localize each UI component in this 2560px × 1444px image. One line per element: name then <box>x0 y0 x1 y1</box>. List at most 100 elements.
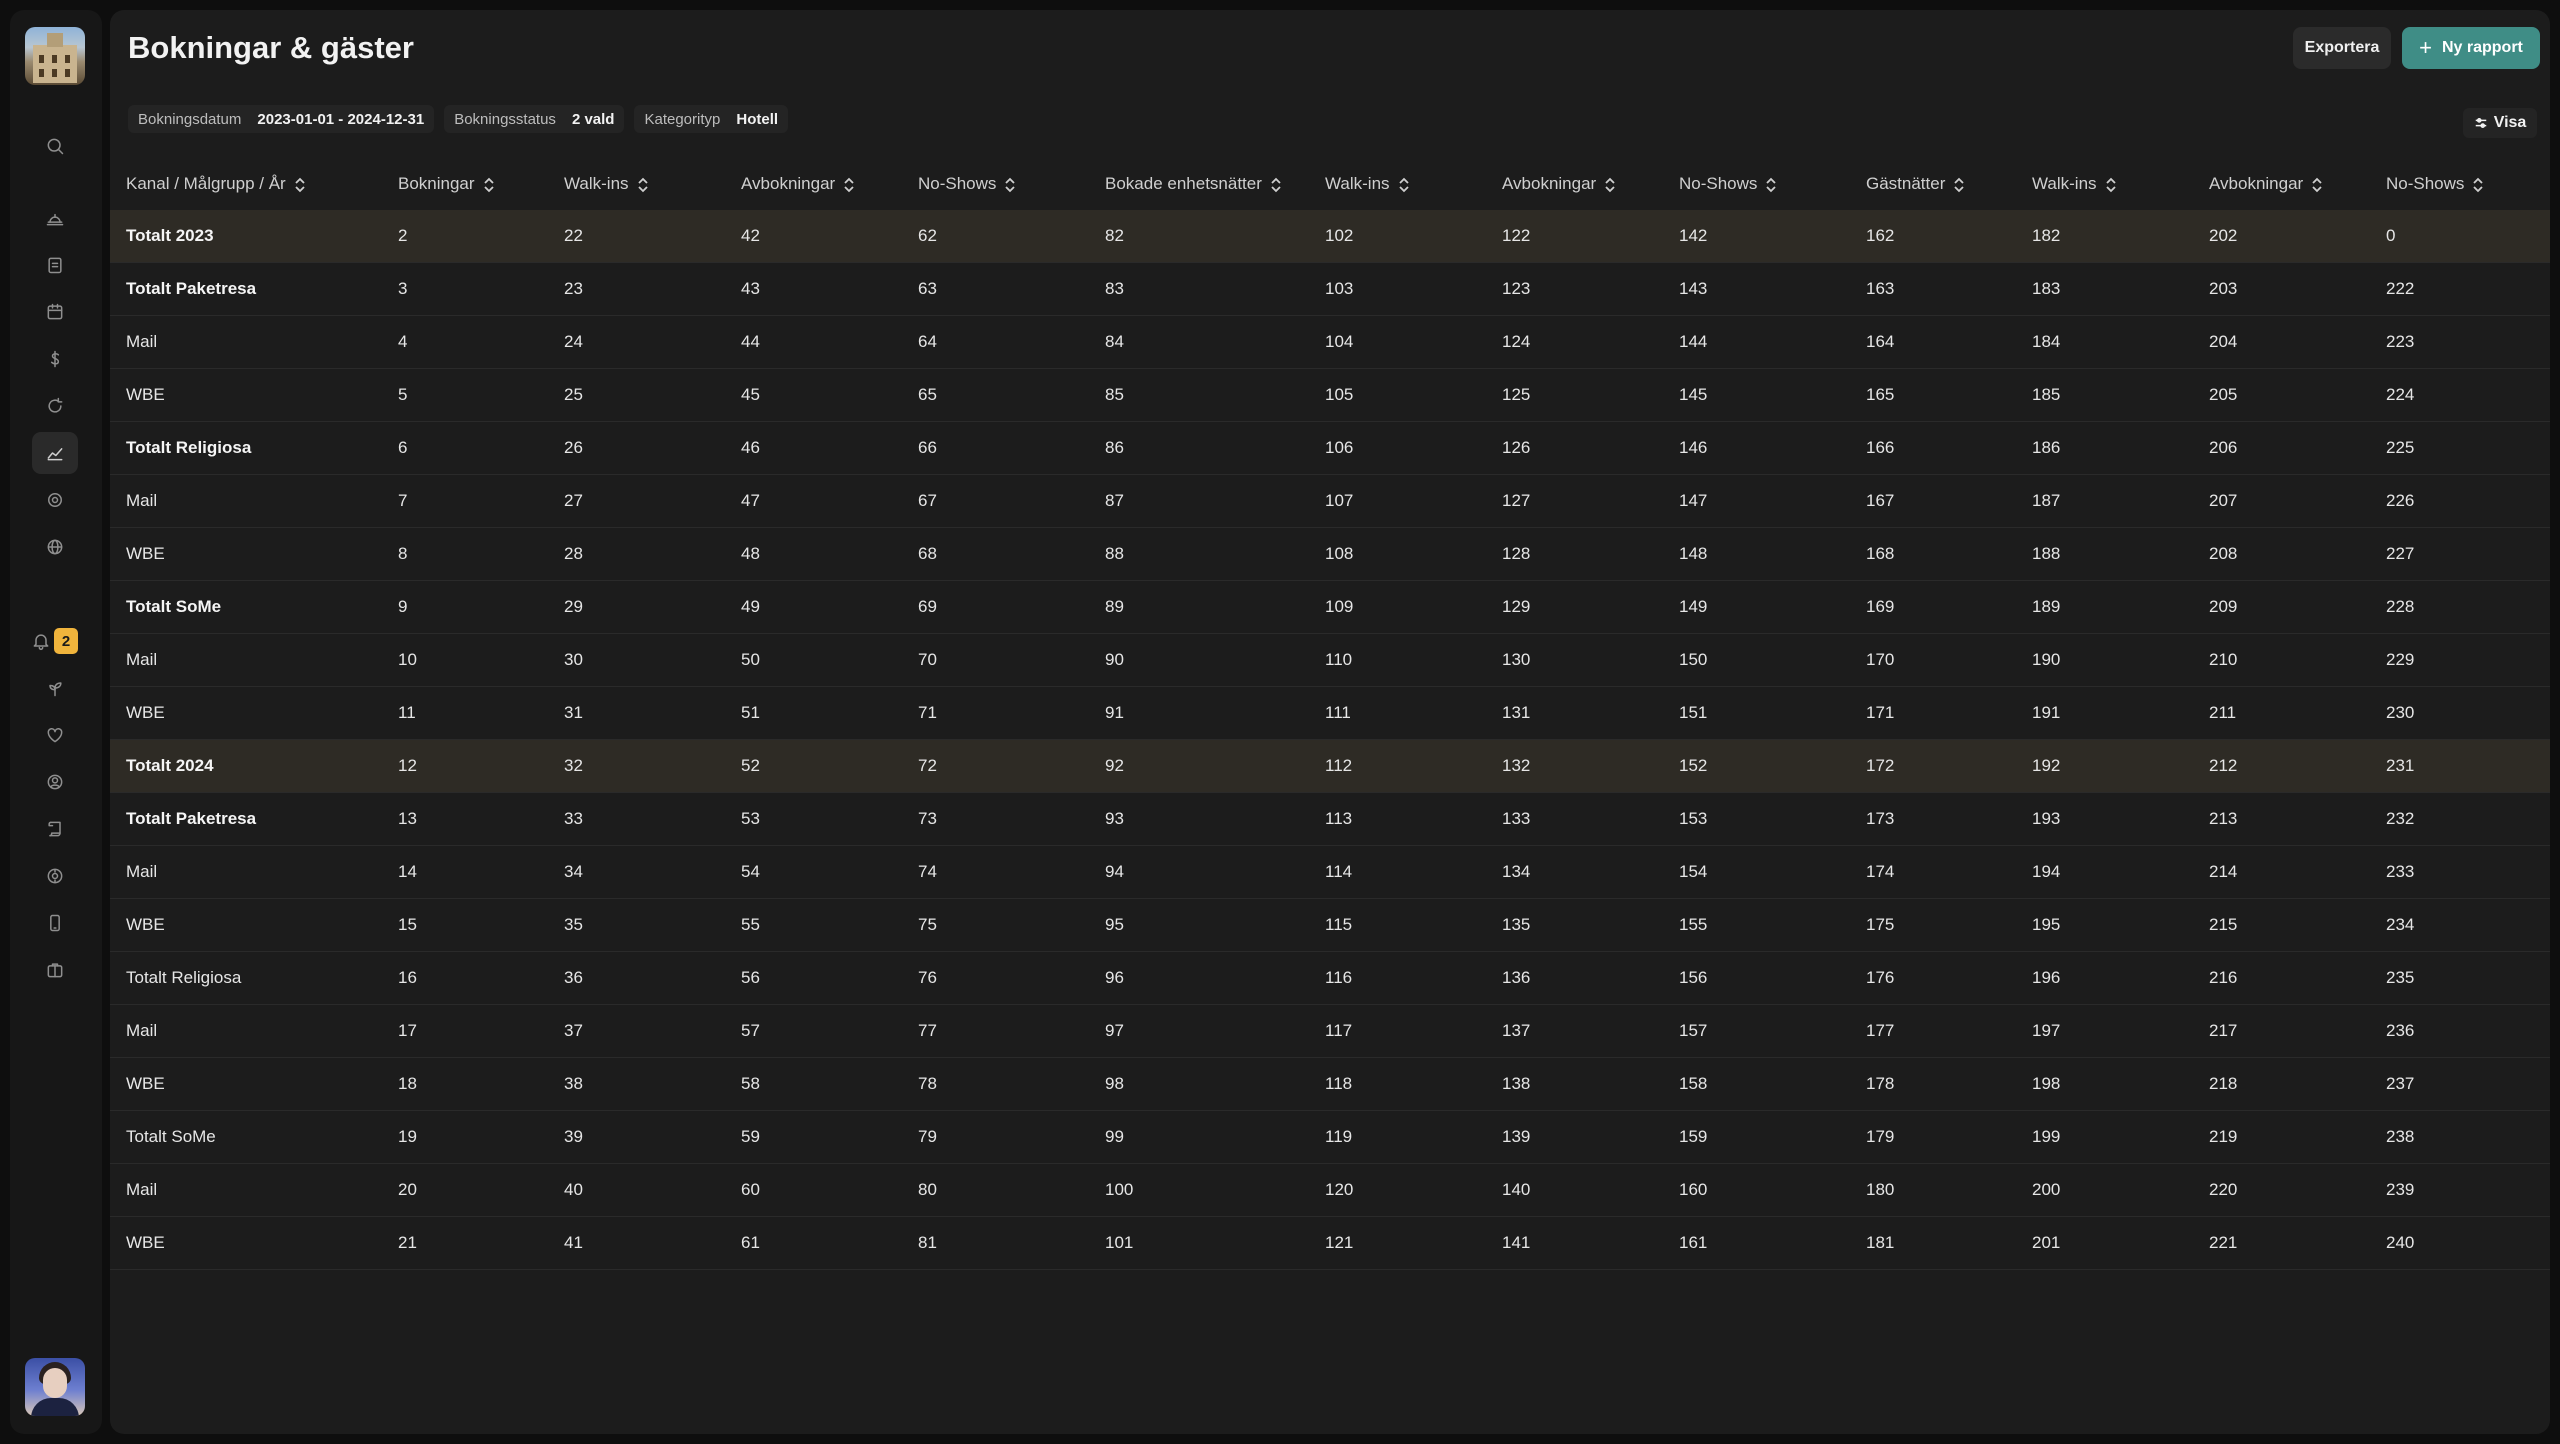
heart-icon[interactable] <box>32 714 78 756</box>
column-header[interactable]: Avbokningar <box>2193 158 2370 210</box>
table-row[interactable]: Mail 10 30 50 70 90 110 130 150 170 190 210 229 <box>110 633 2550 687</box>
table-row[interactable]: Mail 20 40 60 80 100 120 140 160 180 200 220 239 <box>110 1163 2550 1217</box>
table-row[interactable]: WBE 15 35 55 75 95 115 135 155 175 195 215 234 <box>110 898 2550 952</box>
table-cell: 142 <box>1663 210 1850 263</box>
table-cell: 173 <box>1850 792 2016 846</box>
table-cell: 183 <box>2016 262 2193 316</box>
table-cell: 217 <box>2193 1004 2370 1058</box>
sort-icon[interactable] <box>637 177 649 193</box>
clipboard-icon[interactable] <box>32 244 78 286</box>
briefcase-icon[interactable] <box>32 949 78 991</box>
filter-booking-status[interactable]: Bokningsstatus 2 vald <box>444 105 625 133</box>
sort-icon[interactable] <box>1604 177 1616 193</box>
hotel-bell-icon[interactable] <box>32 197 78 239</box>
refresh-icon[interactable] <box>32 385 78 427</box>
table-row[interactable]: WBE 8 28 48 68 88 108 128 148 168 188 208 227 <box>110 527 2550 581</box>
table-cell: 180 <box>1850 1163 2016 1217</box>
bell-icon[interactable] <box>18 620 64 662</box>
sort-icon[interactable] <box>843 177 855 193</box>
table-cell: 60 <box>725 1163 902 1217</box>
sort-icon[interactable] <box>2105 177 2117 193</box>
mobile-icon[interactable] <box>32 902 78 944</box>
table-cell: 57 <box>725 1004 902 1058</box>
table-row[interactable]: Totalt Religiosa 6 26 46 66 86 106 126 146 166 186… <box>110 421 2550 475</box>
column-header[interactable]: Avbokningar <box>725 158 902 210</box>
table-cell: 87 <box>1089 474 1309 528</box>
column-header[interactable]: No-Shows <box>1663 158 1850 210</box>
column-header[interactable]: Gästnätter <box>1850 158 2016 210</box>
column-header[interactable]: Walk-ins <box>1309 158 1486 210</box>
column-header[interactable]: No-Shows <box>2370 158 2550 210</box>
table-row[interactable]: Totalt SoMe 19 39 59 79 99 119 139 159 179 199 219 2… <box>110 1110 2550 1164</box>
table-cell: 58 <box>725 1057 902 1111</box>
search-icon[interactable] <box>32 125 78 167</box>
filter-category-type[interactable]: Kategorityp Hotell <box>634 105 789 133</box>
scroll-icon[interactable] <box>32 808 78 850</box>
table-cell: 36 <box>548 951 725 1005</box>
column-header[interactable]: Walk-ins <box>548 158 725 210</box>
sort-icon[interactable] <box>1398 177 1410 193</box>
table-row[interactable]: Totalt SoMe 9 29 49 69 89 109 129 149 169 189 209 22… <box>110 580 2550 634</box>
table-row[interactable]: Mail 4 24 44 64 84 104 124 144 164 184 204 223 <box>110 315 2550 369</box>
user-circle-icon[interactable] <box>32 761 78 803</box>
table-row[interactable]: Totalt 2024 12 32 52 72 92 112 132 152 172 192 212 2… <box>110 739 2550 793</box>
table-cell: 191 <box>2016 686 2193 740</box>
chart-icon[interactable] <box>32 432 78 474</box>
column-header[interactable]: Walk-ins <box>2016 158 2193 210</box>
plant-icon[interactable] <box>32 667 78 709</box>
column-header[interactable]: No-Shows <box>902 158 1089 210</box>
globe-icon[interactable] <box>32 526 78 568</box>
settings-icon[interactable] <box>32 479 78 521</box>
sort-icon[interactable] <box>1765 177 1777 193</box>
hotel-logo[interactable] <box>25 27 85 85</box>
table-row[interactable]: Totalt 2023 2 22 42 62 82 102 122 142 162 182 202 0 <box>110 210 2550 263</box>
column-header[interactable]: Kanal / Målgrupp / År <box>110 158 382 210</box>
table-cell: 92 <box>1089 739 1309 793</box>
table-row[interactable]: Mail 17 37 57 77 97 117 137 157 177 197 217 236 <box>110 1004 2550 1058</box>
table-cell: 85 <box>1089 368 1309 422</box>
page-title: Bokningar & gäster <box>128 30 414 65</box>
table-cell: 236 <box>2370 1004 2550 1058</box>
table-row[interactable]: Mail 14 34 54 74 94 114 134 154 174 194 214 233 <box>110 845 2550 899</box>
table-cell: 59 <box>725 1110 902 1164</box>
table-cell: 223 <box>2370 315 2550 369</box>
view-settings-button[interactable]: Visa <box>2463 108 2537 138</box>
table-row[interactable]: Mail 7 27 47 67 87 107 127 147 167 187 207 226 <box>110 474 2550 528</box>
export-button[interactable]: Exportera <box>2293 27 2391 69</box>
table-row[interactable]: Totalt Paketresa 3 23 43 63 83 103 123 143 163 183… <box>110 262 2550 316</box>
sort-icon[interactable] <box>294 177 306 193</box>
dollar-icon[interactable] <box>32 338 78 380</box>
table-row[interactable]: WBE 11 31 51 71 91 111 131 151 171 191 211 230 <box>110 686 2550 740</box>
filter-value: 2023-01-01 - 2024-12-31 <box>257 110 425 128</box>
column-header-label: Walk-ins <box>1325 174 1390 193</box>
table-row[interactable]: Totalt Religiosa 16 36 56 76 96 116 136 156 176 19… <box>110 951 2550 1005</box>
table-row[interactable]: WBE 18 38 58 78 98 118 138 158 178 198 218 237 <box>110 1057 2550 1111</box>
sort-icon[interactable] <box>483 177 495 193</box>
table-cell: 72 <box>902 739 1089 793</box>
gear-badge-icon[interactable] <box>32 855 78 897</box>
filter-booking-date[interactable]: Bokningsdatum 2023-01-01 - 2024-12-31 <box>128 105 435 133</box>
table-cell: 137 <box>1486 1004 1663 1058</box>
column-header[interactable]: Bokade enhetsnätter <box>1089 158 1309 210</box>
table-row[interactable]: Totalt Paketresa 13 33 53 73 93 113 133 153 173 19… <box>110 792 2550 846</box>
table-body: Totalt 2023 2 22 42 62 82 102 122 142 162 182 202 0 T… <box>110 210 2550 1270</box>
column-header[interactable]: Avbokningar <box>1486 158 1663 210</box>
row-label: Mail <box>110 315 382 369</box>
table-row[interactable]: WBE 5 25 45 65 85 105 125 145 165 185 205 224 <box>110 368 2550 422</box>
sort-icon[interactable] <box>1004 177 1016 193</box>
sort-icon[interactable] <box>2472 177 2484 193</box>
table-cell: 21 <box>382 1216 548 1270</box>
sort-icon[interactable] <box>1270 177 1282 193</box>
table-row[interactable]: WBE 21 41 61 81 101 121 141 161 181 201 221 240 <box>110 1216 2550 1270</box>
table-cell: 23 <box>548 262 725 316</box>
calendar-icon[interactable] <box>32 291 78 333</box>
row-label: WBE <box>110 1216 382 1270</box>
column-header[interactable]: Bokningar <box>382 158 548 210</box>
row-label: Totalt SoMe <box>110 1110 382 1164</box>
new-report-button[interactable]: + Ny rapport <box>2402 27 2540 69</box>
table-cell: 171 <box>1850 686 2016 740</box>
sort-icon[interactable] <box>1953 177 1965 193</box>
sort-icon[interactable] <box>2311 177 2323 193</box>
table-cell: 19 <box>382 1110 548 1164</box>
user-avatar[interactable] <box>25 1358 85 1416</box>
